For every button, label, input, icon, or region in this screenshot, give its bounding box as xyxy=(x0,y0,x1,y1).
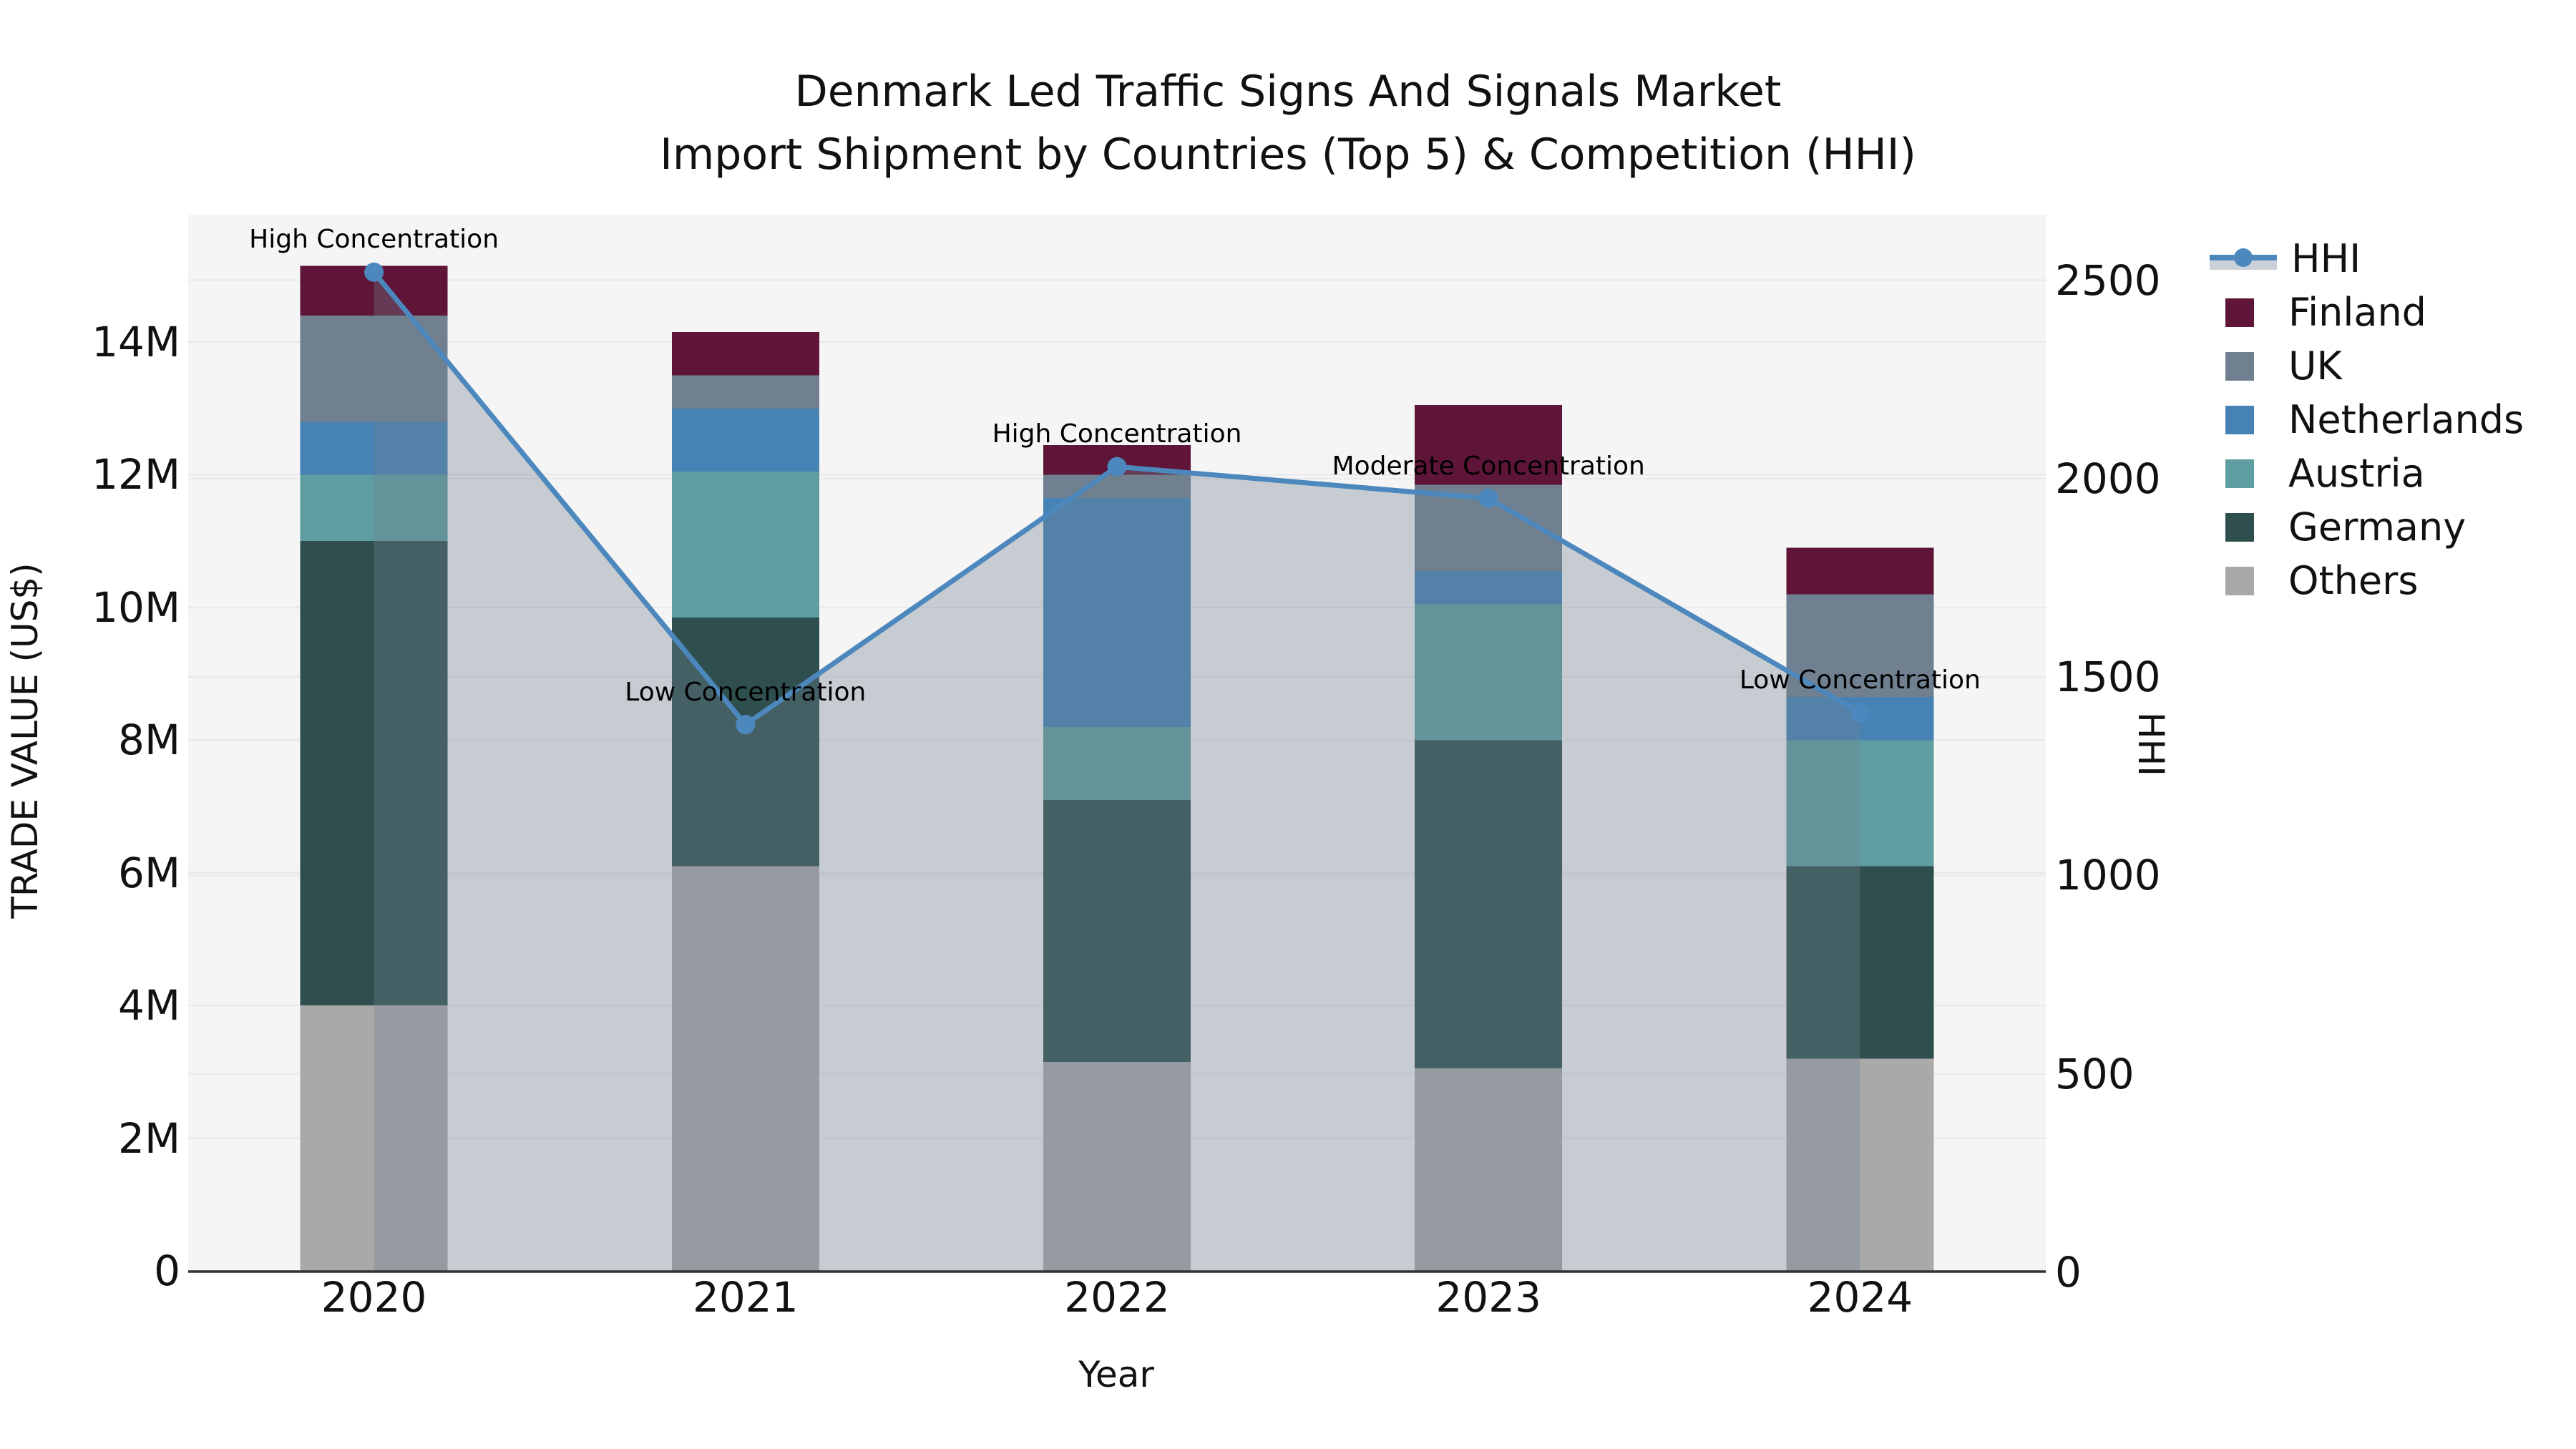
y-right-tick-1500: 1500 xyxy=(2055,653,2161,702)
legend-item-germany[interactable]: Germany xyxy=(2208,508,2466,547)
legend-label: UK xyxy=(2288,343,2342,389)
netherlands-swatch-icon xyxy=(2225,406,2254,434)
annotation-2021: Low Concentration xyxy=(625,677,867,707)
bar-segment-finland-2021 xyxy=(671,332,819,376)
hhi-marker-2020 xyxy=(364,262,384,282)
bar-segment-others-2023 xyxy=(1415,1068,1563,1271)
bar-segment-austria-2022 xyxy=(1043,726,1191,800)
bar-segment-germany-2022 xyxy=(1043,799,1191,1062)
hhi-area-fill xyxy=(374,272,1860,1272)
bar-segment-germany-2024 xyxy=(1786,866,1934,1059)
legend-label: Netherlands xyxy=(2288,397,2524,442)
bar-segment-netherlands-2023 xyxy=(1415,570,1563,605)
y-right-tick-2500: 2500 xyxy=(2055,255,2161,305)
bar-segment-germany-2020 xyxy=(300,541,448,1006)
annotation-2024: Low Concentration xyxy=(1739,665,1981,695)
y-left-tick-2M: 2M xyxy=(118,1113,180,1163)
y-right-tick-2000: 2000 xyxy=(2055,454,2161,503)
bar-segment-germany-2023 xyxy=(1415,740,1563,1069)
bar-segment-austria-2021 xyxy=(671,471,819,618)
bar-segment-others-2022 xyxy=(1043,1061,1191,1271)
bar-segment-others-2021 xyxy=(671,866,819,1271)
bar-segment-uk-2021 xyxy=(671,375,819,409)
legend-label: Finland xyxy=(2288,290,2426,335)
legend-item-netherlands[interactable]: Netherlands xyxy=(2208,401,2524,439)
bar-segment-germany-2021 xyxy=(671,617,819,867)
y-right-tick-0: 0 xyxy=(2055,1248,2082,1297)
bar-segment-uk-2024 xyxy=(1786,594,1934,698)
y-left-tick-8M: 8M xyxy=(118,716,180,765)
y-left-tick-10M: 10M xyxy=(92,582,180,632)
annotation-2020: High Concentration xyxy=(249,225,499,255)
bar-segment-others-2020 xyxy=(300,1005,448,1271)
legend-item-uk[interactable]: UK xyxy=(2208,347,2342,386)
x-tick-2021: 2021 xyxy=(692,1273,799,1322)
chart-title-line1: Denmark Led Traffic Signs And Signals Ma… xyxy=(794,67,1782,117)
bar-segment-finland-2024 xyxy=(1786,547,1934,595)
legend-label: Austria xyxy=(2288,451,2425,496)
austria-swatch-icon xyxy=(2225,459,2254,488)
hhi-line-swatch-icon xyxy=(2210,248,2277,270)
legend-item-hhi[interactable]: HHI xyxy=(2208,240,2361,278)
hhi-marker-2024 xyxy=(1850,703,1870,723)
x-tick-2024: 2024 xyxy=(1807,1273,1913,1322)
chart-title: Denmark Led Traffic Signs And Signals Ma… xyxy=(0,60,2576,186)
x-axis-title: Year xyxy=(1078,1354,1154,1395)
x-tick-2023: 2023 xyxy=(1435,1273,1541,1322)
germany-swatch-icon xyxy=(2225,513,2254,542)
y-left-tick-14M: 14M xyxy=(92,318,180,367)
annotation-2023: Moderate Concentration xyxy=(1332,451,1645,481)
y-left-tick-6M: 6M xyxy=(118,848,180,897)
legend-item-finland[interactable]: Finland xyxy=(2208,293,2426,332)
bar-segment-netherlands-2021 xyxy=(671,408,819,472)
y-left-tick-12M: 12M xyxy=(92,450,180,499)
x-tick-2022: 2022 xyxy=(1064,1273,1170,1322)
annotation-2022: High Concentration xyxy=(992,419,1242,449)
bar-segment-austria-2020 xyxy=(300,474,448,542)
bar-segment-austria-2023 xyxy=(1415,604,1563,741)
legend-label: HHI xyxy=(2291,236,2361,281)
bar-segment-others-2024 xyxy=(1786,1058,1934,1271)
bar-segment-netherlands-2020 xyxy=(300,421,448,475)
y-left-tick-0: 0 xyxy=(154,1246,180,1295)
bar-segment-finland-2023 xyxy=(1415,405,1563,485)
bar-segment-netherlands-2022 xyxy=(1043,497,1191,727)
y-right-tick-500: 500 xyxy=(2055,1049,2135,1098)
y-right-tick-1000: 1000 xyxy=(2055,851,2161,900)
finland-swatch-icon xyxy=(2225,298,2254,327)
hhi-marker-2023 xyxy=(1478,489,1498,509)
others-swatch-icon xyxy=(2225,567,2254,595)
uk-swatch-icon xyxy=(2225,352,2254,381)
y-left-tick-4M: 4M xyxy=(118,981,180,1030)
hhi-marker-2022 xyxy=(1107,457,1127,477)
bar-segment-uk-2022 xyxy=(1043,474,1191,498)
legend-label: Germany xyxy=(2288,504,2467,550)
legend-item-austria[interactable]: Austria xyxy=(2208,454,2425,493)
hhi-marker-2021 xyxy=(736,715,756,735)
chart-title-line2: Import Shipment by Countries (Top 5) & C… xyxy=(660,130,1916,180)
legend-label: Others xyxy=(2288,558,2419,603)
bar-segment-austria-2024 xyxy=(1786,740,1934,867)
x-tick-2020: 2020 xyxy=(321,1273,427,1322)
legend-item-others[interactable]: Others xyxy=(2208,562,2418,600)
